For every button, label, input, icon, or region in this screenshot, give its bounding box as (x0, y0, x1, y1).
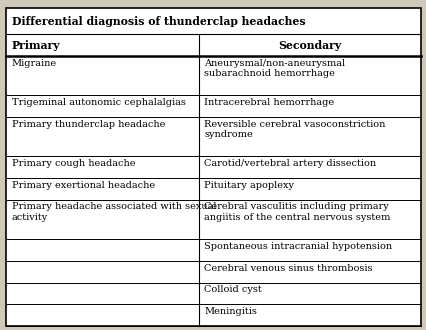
Text: Primary exertional headache: Primary exertional headache (12, 181, 155, 190)
Text: Migraine: Migraine (12, 58, 57, 68)
Text: Trigeminal autonomic cephalalgias: Trigeminal autonomic cephalalgias (12, 98, 185, 107)
Text: Reversible cerebral vasoconstriction
syndrome: Reversible cerebral vasoconstriction syn… (204, 120, 386, 140)
Text: Differential diagnosis of thunderclap headaches: Differential diagnosis of thunderclap he… (12, 16, 305, 27)
Text: Secondary: Secondary (278, 40, 342, 50)
Text: Pituitary apoplexy: Pituitary apoplexy (204, 181, 294, 190)
Text: Cerebral vasculitis including primary
angiitis of the central nervous system: Cerebral vasculitis including primary an… (204, 203, 391, 222)
Text: Primary cough headache: Primary cough headache (12, 159, 135, 168)
Text: Intracerebral hemorrhage: Intracerebral hemorrhage (204, 98, 334, 107)
Text: Primary: Primary (12, 40, 60, 50)
Text: Meningitis: Meningitis (204, 307, 257, 316)
Text: Spontaneous intracranial hypotension: Spontaneous intracranial hypotension (204, 242, 392, 251)
Text: Primary headache associated with sexual
activity: Primary headache associated with sexual … (12, 203, 216, 222)
Text: Cerebral venous sinus thrombosis: Cerebral venous sinus thrombosis (204, 264, 373, 273)
Text: Carotid/vertebral artery dissection: Carotid/vertebral artery dissection (204, 159, 376, 168)
Text: Aneurysmal/non-aneurysmal
subarachnoid hemorrhage: Aneurysmal/non-aneurysmal subarachnoid h… (204, 58, 345, 78)
Text: Colloid cyst: Colloid cyst (204, 285, 262, 294)
Text: Primary thunderclap headache: Primary thunderclap headache (12, 120, 165, 129)
